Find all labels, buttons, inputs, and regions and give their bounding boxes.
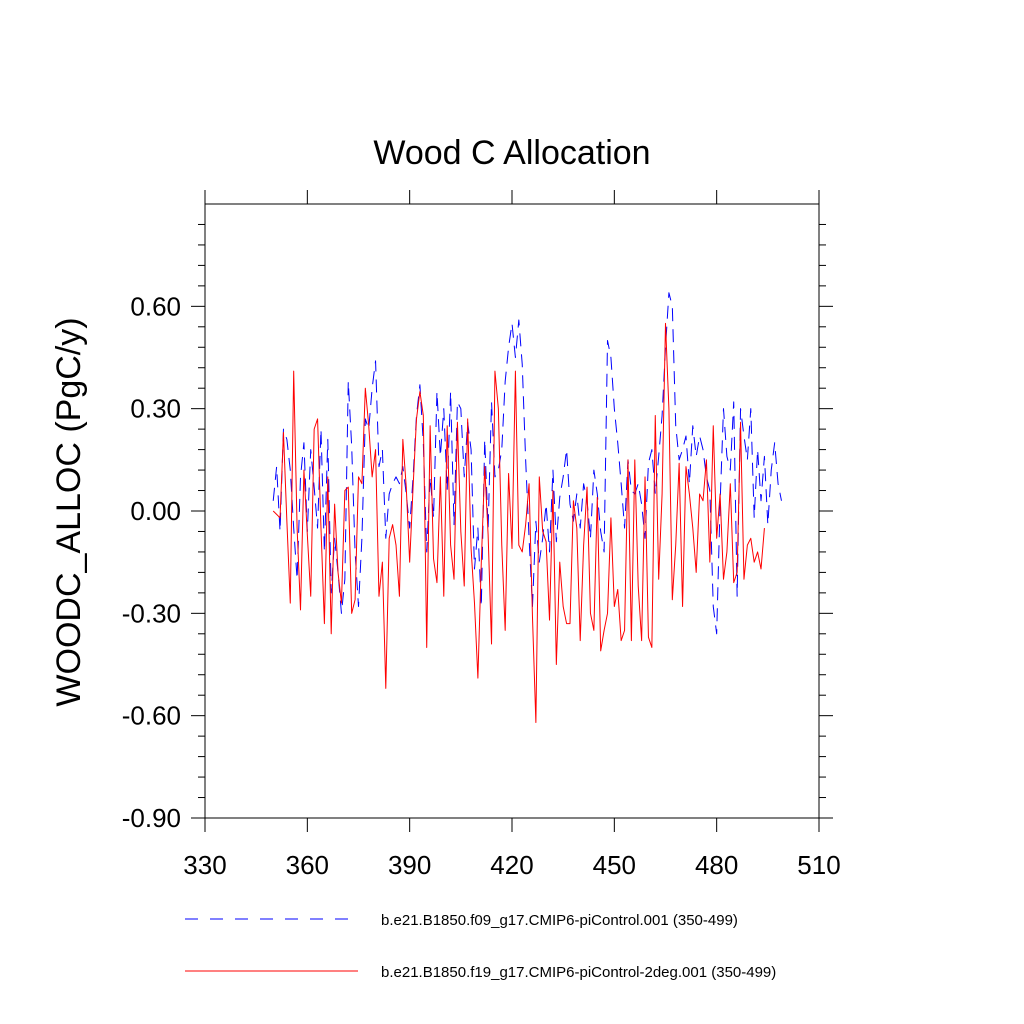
- x-tick-label: 420: [490, 850, 533, 880]
- x-tick-label: 480: [695, 850, 738, 880]
- legend-label-2: b.e21.B1850.f19_g17.CMIP6-piControl-2deg…: [381, 964, 776, 981]
- y-tick-label: 0.30: [130, 394, 181, 424]
- x-tick-label: 360: [286, 850, 329, 880]
- legend-label-1: b.e21.B1850.f09_g17.CMIP6-piControl.001 …: [381, 912, 738, 929]
- chart-title: Wood C Allocation: [373, 134, 650, 172]
- x-tick-label: 510: [797, 850, 840, 880]
- legend: b.e21.B1850.f09_g17.CMIP6-piControl.001 …: [185, 912, 776, 981]
- y-tick-label: 0.00: [130, 496, 181, 526]
- y-axis-label: WOODC_ALLOC (PgC/y): [50, 317, 88, 706]
- series-line-1: [272, 292, 782, 635]
- axes: 330 360 390 420 450 480 510 -0.90 -0.60 -0.30 0.00…: [122, 190, 841, 880]
- x-tick-label: 330: [183, 850, 226, 880]
- series-line-2: [272, 322, 765, 723]
- x-tick-label: 450: [593, 850, 636, 880]
- y-tick-label: 0.60: [130, 291, 181, 321]
- y-tick-label: -0.30: [122, 598, 181, 628]
- x-tick-label: 390: [388, 850, 431, 880]
- series-layer: [272, 292, 782, 723]
- y-tick-label: -0.60: [122, 701, 181, 731]
- y-tick-label: -0.90: [122, 803, 181, 833]
